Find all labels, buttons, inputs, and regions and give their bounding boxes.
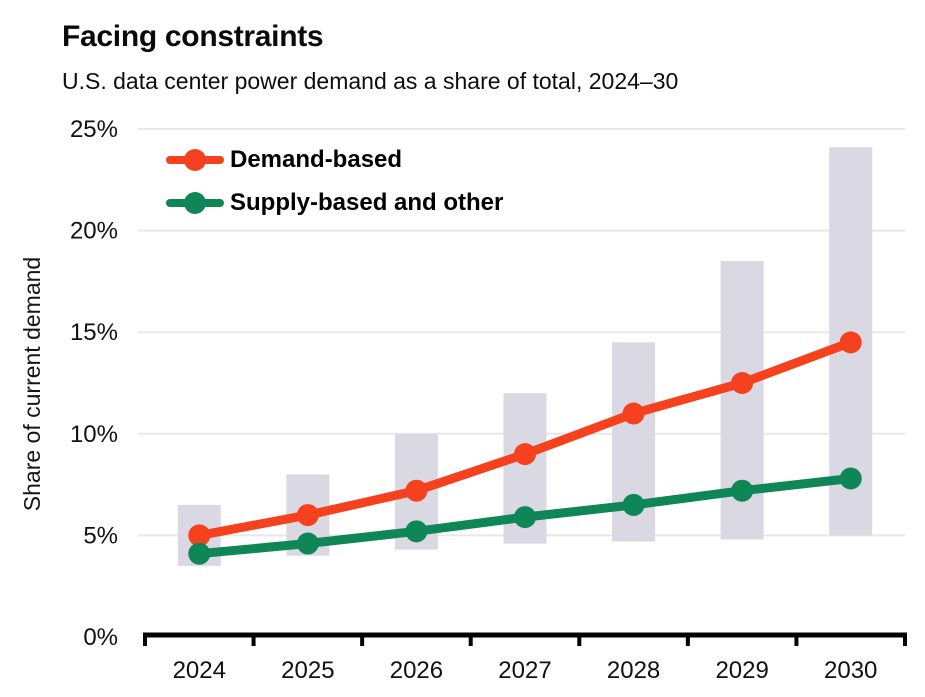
demand-line-marker-icon: [166, 148, 224, 171]
legend-item-supply: Supply-based and other: [166, 188, 504, 216]
supply-data-point: [731, 479, 754, 502]
x-tick-label: 2024: [173, 657, 226, 684]
supply-data-point: [514, 506, 536, 529]
x-tick-label: 2025: [281, 657, 334, 684]
chart-title: Facing constraints: [62, 20, 324, 53]
y-tick-label: 25%: [70, 116, 118, 143]
supply-data-point: [188, 542, 211, 565]
legend-label-demand: Demand-based: [230, 145, 403, 173]
demand-dot-marker-icon: [184, 148, 206, 171]
y-tick-label: 20%: [70, 218, 118, 245]
legend: Demand-based Supply-based and other: [166, 145, 504, 233]
demand-data-point: [622, 402, 645, 425]
demand-data-point: [514, 443, 536, 466]
x-tick-label: 2027: [498, 657, 551, 684]
x-tick-label: 2030: [824, 657, 877, 684]
x-tick-label: 2026: [390, 657, 443, 684]
demand-data-point: [188, 524, 211, 547]
supply-data-point: [405, 520, 428, 543]
y-tick-label: 0%: [83, 624, 118, 651]
supply-data-point: [296, 532, 319, 555]
y-tick-label: 5%: [83, 522, 118, 549]
supply-dot-marker-icon: [184, 191, 206, 214]
supply-line-marker-icon: [166, 191, 224, 214]
supply-data-point: [622, 493, 645, 516]
chart-subtitle: U.S. data center power demand as a share…: [62, 68, 679, 94]
legend-item-demand: Demand-based: [166, 145, 503, 173]
demand-data-point: [839, 331, 862, 354]
demand-data-point: [405, 479, 428, 502]
x-tick-label: 2028: [607, 657, 660, 684]
x-tick-label: 2029: [715, 657, 768, 684]
legend-label-supply: Supply-based and other: [230, 188, 504, 216]
supply-data-point: [839, 467, 862, 490]
demand-data-point: [296, 504, 319, 527]
demand-data-point: [731, 372, 754, 394]
y-tick-label: 10%: [70, 421, 118, 448]
y-tick-label: 15%: [70, 319, 118, 346]
